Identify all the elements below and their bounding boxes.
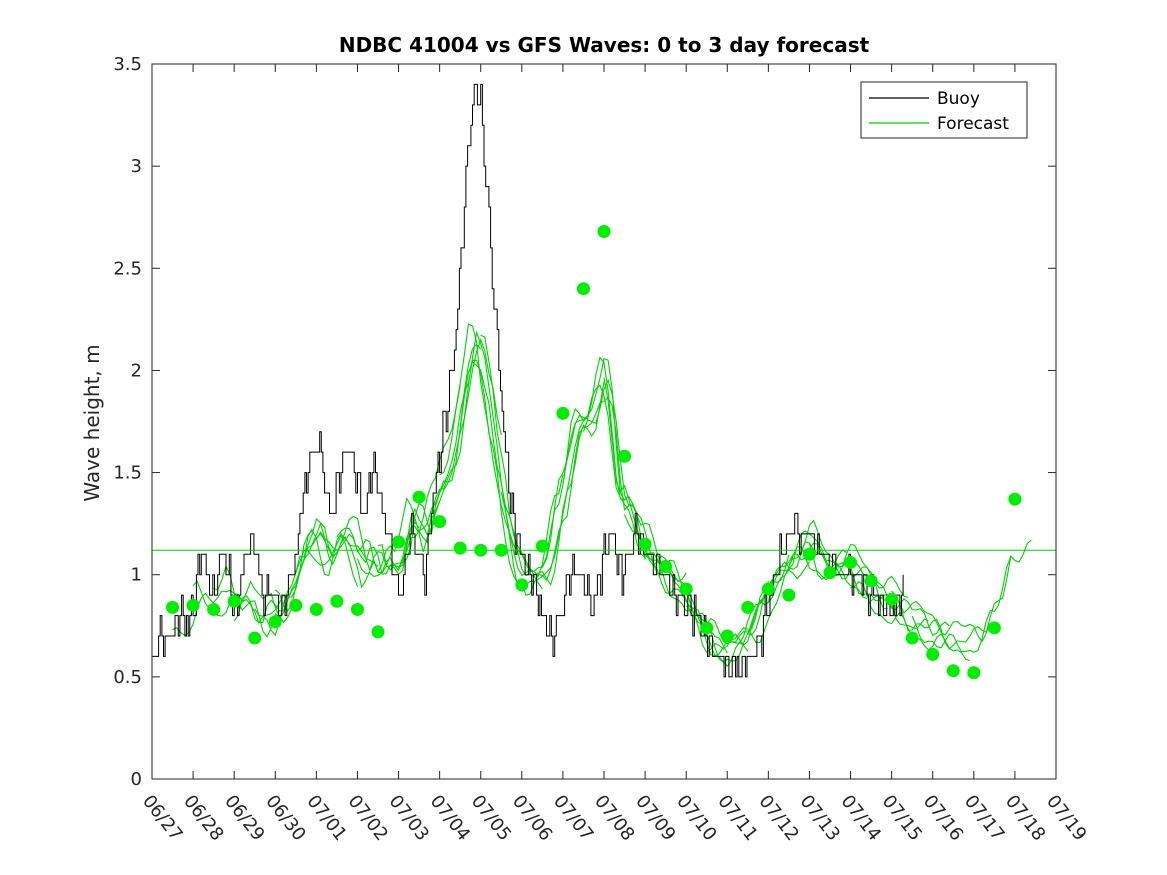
forecast-marker xyxy=(207,602,221,616)
forecast-marker xyxy=(248,631,262,645)
forecast-marker xyxy=(1008,492,1022,506)
plot-clipped-group xyxy=(152,83,1056,680)
forecast-marker xyxy=(761,582,775,596)
forecast-marker xyxy=(474,543,488,557)
forecast-marker xyxy=(535,539,549,553)
y-tick-label: 1 xyxy=(131,565,142,586)
forecast-marker xyxy=(741,600,755,614)
plot-area xyxy=(152,83,1056,680)
forecast-marker xyxy=(392,535,406,549)
forecast-marker xyxy=(556,406,570,420)
forecast-run-line xyxy=(254,521,379,617)
forecast-run-line xyxy=(439,323,564,578)
forecast-marker xyxy=(350,602,364,616)
forecast-marker xyxy=(330,594,344,608)
y-tick-label: 2 xyxy=(131,360,142,381)
y-tick-label: 3.5 xyxy=(113,54,142,75)
forecast-marker xyxy=(720,629,734,643)
forecast-run-line xyxy=(726,530,847,643)
forecast-run-line xyxy=(521,396,646,596)
forecast-run-line xyxy=(747,546,868,635)
forecast-marker xyxy=(597,225,611,239)
forecast-marker xyxy=(659,560,673,574)
forecast-marker xyxy=(618,449,632,463)
buoy-line xyxy=(152,83,904,678)
forecast-marker xyxy=(515,578,529,592)
forecast-marker xyxy=(967,666,981,680)
forecast-marker xyxy=(905,631,919,645)
forecast-marker xyxy=(433,515,447,529)
forecast-run-line xyxy=(541,384,666,573)
forecast-marker xyxy=(885,592,899,606)
forecast-marker xyxy=(166,600,180,614)
forecast-run-line xyxy=(623,514,749,667)
forecast-run-line xyxy=(911,539,1032,653)
forecast-marker xyxy=(289,598,303,612)
forecast-marker xyxy=(412,490,426,504)
forecast-run-line xyxy=(377,337,502,571)
forecast-marker xyxy=(679,582,693,596)
forecast-marker xyxy=(576,282,590,296)
y-tick-label: 0 xyxy=(131,769,142,790)
forecast-marker xyxy=(802,547,816,561)
forecast-run-line xyxy=(397,359,523,589)
legend: Buoy Forecast xyxy=(860,81,1028,139)
y-tick-label: 1.5 xyxy=(113,463,142,484)
forecast-marker xyxy=(987,621,1001,635)
forecast-marker xyxy=(823,566,837,580)
legend-entry: Forecast xyxy=(937,114,1009,134)
forecast-marker xyxy=(926,647,940,661)
forecast-run-line xyxy=(644,550,769,654)
chart-title: NDBC 41004 vs GFS Waves: 0 to 3 day fore… xyxy=(339,33,870,57)
forecast-run-line xyxy=(480,334,605,586)
forecast-marker xyxy=(638,537,652,551)
forecast-marker xyxy=(309,602,323,616)
forecast-marker xyxy=(186,598,200,612)
legend-entry: Buoy xyxy=(937,89,980,109)
y-tick-label: 3 xyxy=(131,156,142,177)
forecast-marker xyxy=(844,555,858,569)
y-axis-label: Wave height, m xyxy=(80,344,104,501)
forecast-marker xyxy=(453,541,467,555)
forecast-run-line xyxy=(418,330,543,590)
forecast-marker xyxy=(268,615,282,629)
y-tick-label: 2.5 xyxy=(113,258,142,279)
forecast-marker xyxy=(700,621,714,635)
forecast-marker xyxy=(371,625,385,639)
forecast-marker xyxy=(227,594,241,608)
forecast-marker xyxy=(946,664,960,678)
forecast-marker xyxy=(864,574,878,588)
forecast-marker xyxy=(782,588,796,602)
forecast-run-line xyxy=(788,519,909,598)
legend-box xyxy=(860,81,1028,139)
y-tick-label: 0.5 xyxy=(113,667,142,688)
forecast-run-line xyxy=(891,556,1012,643)
forecast-run-line xyxy=(274,515,399,612)
forecast-marker xyxy=(494,543,508,557)
